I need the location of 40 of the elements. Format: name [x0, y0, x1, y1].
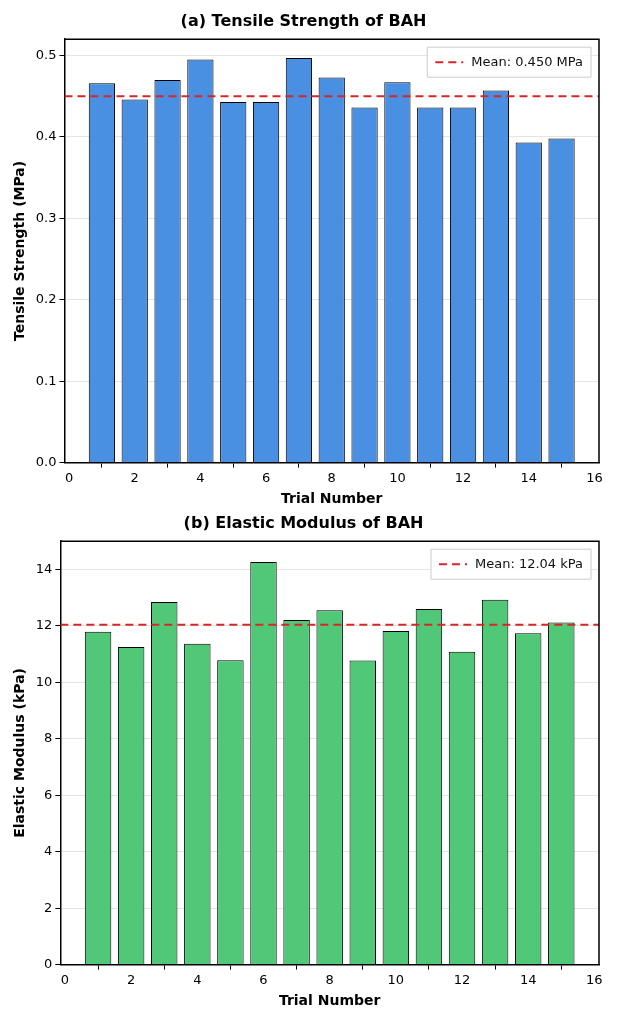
legend-label: Mean: 0.450 MPa: [471, 53, 583, 69]
x-tick-label: 10: [389, 469, 406, 485]
x-tick-label: 6: [261, 469, 271, 485]
x-tick-label: 0: [64, 469, 74, 485]
y-tick-label: 4: [44, 843, 53, 859]
x-tick-label: 14: [520, 469, 538, 485]
y-tick-label: 10: [35, 673, 53, 689]
x-tick-label: 12: [454, 469, 472, 485]
y-tick-label: 14: [35, 560, 53, 576]
legend-label: Mean: 12.04 kPa: [474, 555, 583, 571]
x-tick-label: 10: [387, 971, 405, 987]
x-tick-label: 4: [196, 469, 205, 485]
y-axis-title: Tensile Strength (MPa): [11, 160, 28, 342]
y-tick-label: 8: [44, 730, 53, 746]
x-tick-label: 2: [130, 469, 139, 485]
x-tick-label: 8: [325, 971, 334, 987]
y-axis-title: Elastic Modulus (kPa): [11, 668, 28, 838]
y-tick-label: 0: [44, 955, 53, 971]
x-axis-title: Trial Number: [278, 992, 381, 1009]
x-tick-label: 2: [127, 971, 136, 987]
y-tick-label: 0.1: [35, 372, 57, 388]
chart-title: (a) Tensile Strength of BAH: [180, 10, 427, 30]
y-tick-label: 6: [44, 786, 53, 802]
x-tick-label: 0: [60, 971, 70, 987]
y-tick-label: 0.0: [35, 453, 57, 469]
y-tick-label: 0.2: [35, 291, 57, 307]
y-tick-label: 12: [35, 617, 53, 633]
y-tick-label: 0.4: [35, 128, 57, 144]
y-tick-label: 2: [44, 899, 53, 915]
x-tick-label: 4: [193, 971, 202, 987]
x-tick-label: 16: [586, 469, 603, 485]
x-tick-label: 12: [453, 971, 471, 987]
x-tick-label: 6: [259, 971, 268, 987]
y-tick-label: 0.3: [35, 209, 57, 225]
chart-title: (b) Elastic Modulus of BAH: [183, 512, 424, 532]
x-tick-label: 14: [519, 971, 537, 987]
y-tick-label: 0.5: [35, 46, 57, 62]
x-tick-label: 8: [327, 469, 336, 485]
x-axis-title: Trial Number: [280, 490, 383, 507]
x-tick-label: 16: [586, 971, 603, 987]
